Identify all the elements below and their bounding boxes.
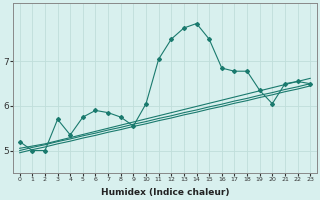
X-axis label: Humidex (Indice chaleur): Humidex (Indice chaleur) — [101, 188, 229, 197]
